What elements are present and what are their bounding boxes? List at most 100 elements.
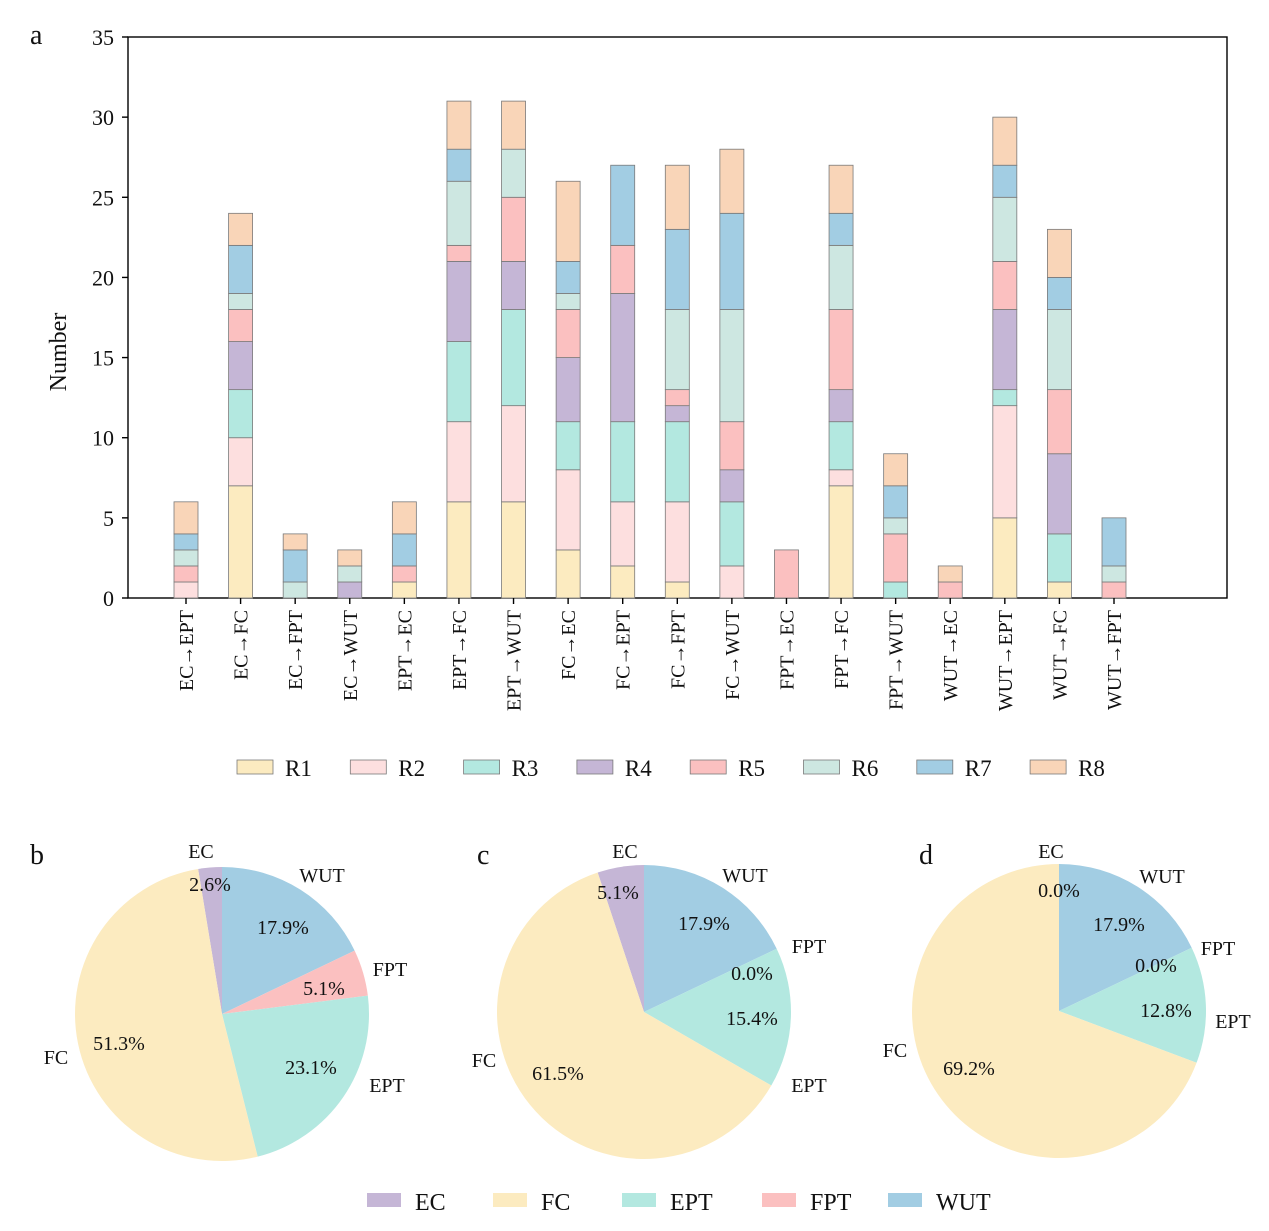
bar-segment [1101, 581, 1127, 599]
legend-swatch [463, 759, 501, 775]
pie-slice-ept [222, 995, 369, 1157]
x-tick-label: WUT→EC [940, 610, 962, 701]
x-tick-label: FPT→FC [831, 610, 853, 689]
panel-a: a 0 5 10 15 20 25 30 35 Number EC→EPT EC→FC EC→FPT EC… [30, 20, 1228, 781]
x-tick-label: EPT→WUT [504, 610, 526, 711]
y-tick-label: 35 [92, 25, 114, 50]
bar-segment [446, 100, 472, 150]
legend-swatch [888, 1193, 922, 1207]
bar-segment [446, 501, 472, 599]
x-tick-label: EC→FPT [285, 610, 307, 690]
legend-label: FC [541, 1190, 570, 1216]
bar-segment [719, 469, 745, 503]
legend-label: R5 [738, 756, 765, 781]
pie-category-label: WUT [299, 865, 345, 887]
x-tick-label: WUT→EPT [995, 610, 1017, 711]
bar-segment [391, 501, 417, 535]
panel-label-a: a [30, 20, 43, 51]
pie-category-label: FPT [373, 959, 407, 981]
y-tick-label: 25 [92, 185, 114, 210]
bar-segment [391, 565, 417, 583]
bar-segment [992, 517, 1018, 599]
bar-segment [446, 148, 472, 182]
legend-swatch [622, 1193, 656, 1207]
pie-percent-label: 69.2% [943, 1058, 995, 1080]
bar-segment [664, 501, 690, 583]
y-tick-label: 5 [103, 506, 114, 531]
legend-label: R1 [285, 756, 312, 781]
legend-swatch [349, 759, 387, 775]
legend-swatch [916, 759, 954, 775]
pie-slice-fc [75, 868, 258, 1161]
panel-label-b: b [30, 840, 44, 871]
pie-percent-label: 5.1% [597, 882, 639, 904]
bar-segment [337, 581, 363, 599]
bar-segment [1047, 389, 1072, 455]
bar-segment [337, 565, 363, 583]
pie-category-label: EC [1038, 841, 1064, 863]
pie-category-label: EPT [369, 1075, 405, 1097]
bar-segment [501, 309, 526, 407]
bar-segment [992, 116, 1018, 166]
bar-segment [664, 405, 690, 423]
bar-segment [828, 244, 854, 310]
bar-segment [664, 309, 690, 391]
pie-slice-ept [1059, 947, 1206, 1063]
bar-segment [992, 196, 1018, 262]
legend-label: EC [415, 1190, 446, 1216]
x-tick-label: EC→EPT [176, 610, 198, 691]
bar-segment [228, 437, 253, 487]
bar-segment [774, 549, 799, 599]
bar-segment [555, 357, 581, 423]
bar-segment [828, 389, 854, 423]
bar-segment [446, 341, 472, 423]
pie-category-label: EC [188, 841, 214, 863]
pie-slice-fpt [222, 950, 368, 1014]
bar-segment [1047, 228, 1072, 278]
bar-segment [883, 533, 909, 583]
bar-legend: R1 R2 R3 R4 R5 R6 R7 R8 [236, 756, 1105, 781]
bar-segment [937, 565, 963, 583]
bar-segment [828, 212, 854, 246]
pie-category-label: FC [44, 1047, 68, 1069]
bar-segment [992, 309, 1018, 391]
bar-segment [719, 309, 745, 423]
bar-segment [501, 501, 526, 599]
legend-swatch [1029, 759, 1067, 775]
bar-segment [610, 501, 636, 567]
bar-segment [1101, 565, 1127, 583]
y-tick-label: 10 [92, 426, 114, 451]
pie-slice-ept [644, 948, 791, 1086]
bar-segment [828, 421, 854, 471]
bar-segment [664, 228, 690, 310]
bar-segment [555, 260, 581, 294]
bar-segment [446, 421, 472, 503]
y-tick-label: 30 [92, 105, 114, 130]
pie-percent-label: 2.6% [189, 874, 231, 896]
bar-segment [446, 260, 472, 342]
bar-segment [501, 100, 526, 150]
bar-segment [282, 533, 308, 551]
bar-segment [555, 421, 581, 471]
x-tick-label: EC→WUT [340, 610, 362, 701]
pie-panel-d: d EC 0.0% WUT 17.9% FPT 0.0% EPT 12.8% FC 69.2% [883, 840, 1251, 1158]
pie-slice-fc [911, 864, 1197, 1158]
bar-segment [883, 485, 909, 519]
panel-label-d: d [919, 840, 933, 871]
x-tick-label: FPT→WUT [886, 610, 908, 710]
bar-segment [173, 581, 199, 599]
pie-slice-wut [1059, 864, 1192, 1011]
bar-segment [228, 309, 253, 342]
bar-segment [664, 421, 690, 503]
x-tick-label: EPT→FC [449, 610, 471, 690]
bar-segment [501, 196, 526, 262]
x-tick-label: EPT→EC [394, 610, 416, 691]
bar-segment [883, 453, 909, 487]
bar-segment [1101, 517, 1127, 567]
y-tick-label: 20 [92, 265, 114, 290]
bar-segment [555, 549, 581, 599]
bar-segment [610, 164, 636, 246]
bar-segment [555, 180, 581, 262]
legend-label: R4 [625, 756, 652, 781]
